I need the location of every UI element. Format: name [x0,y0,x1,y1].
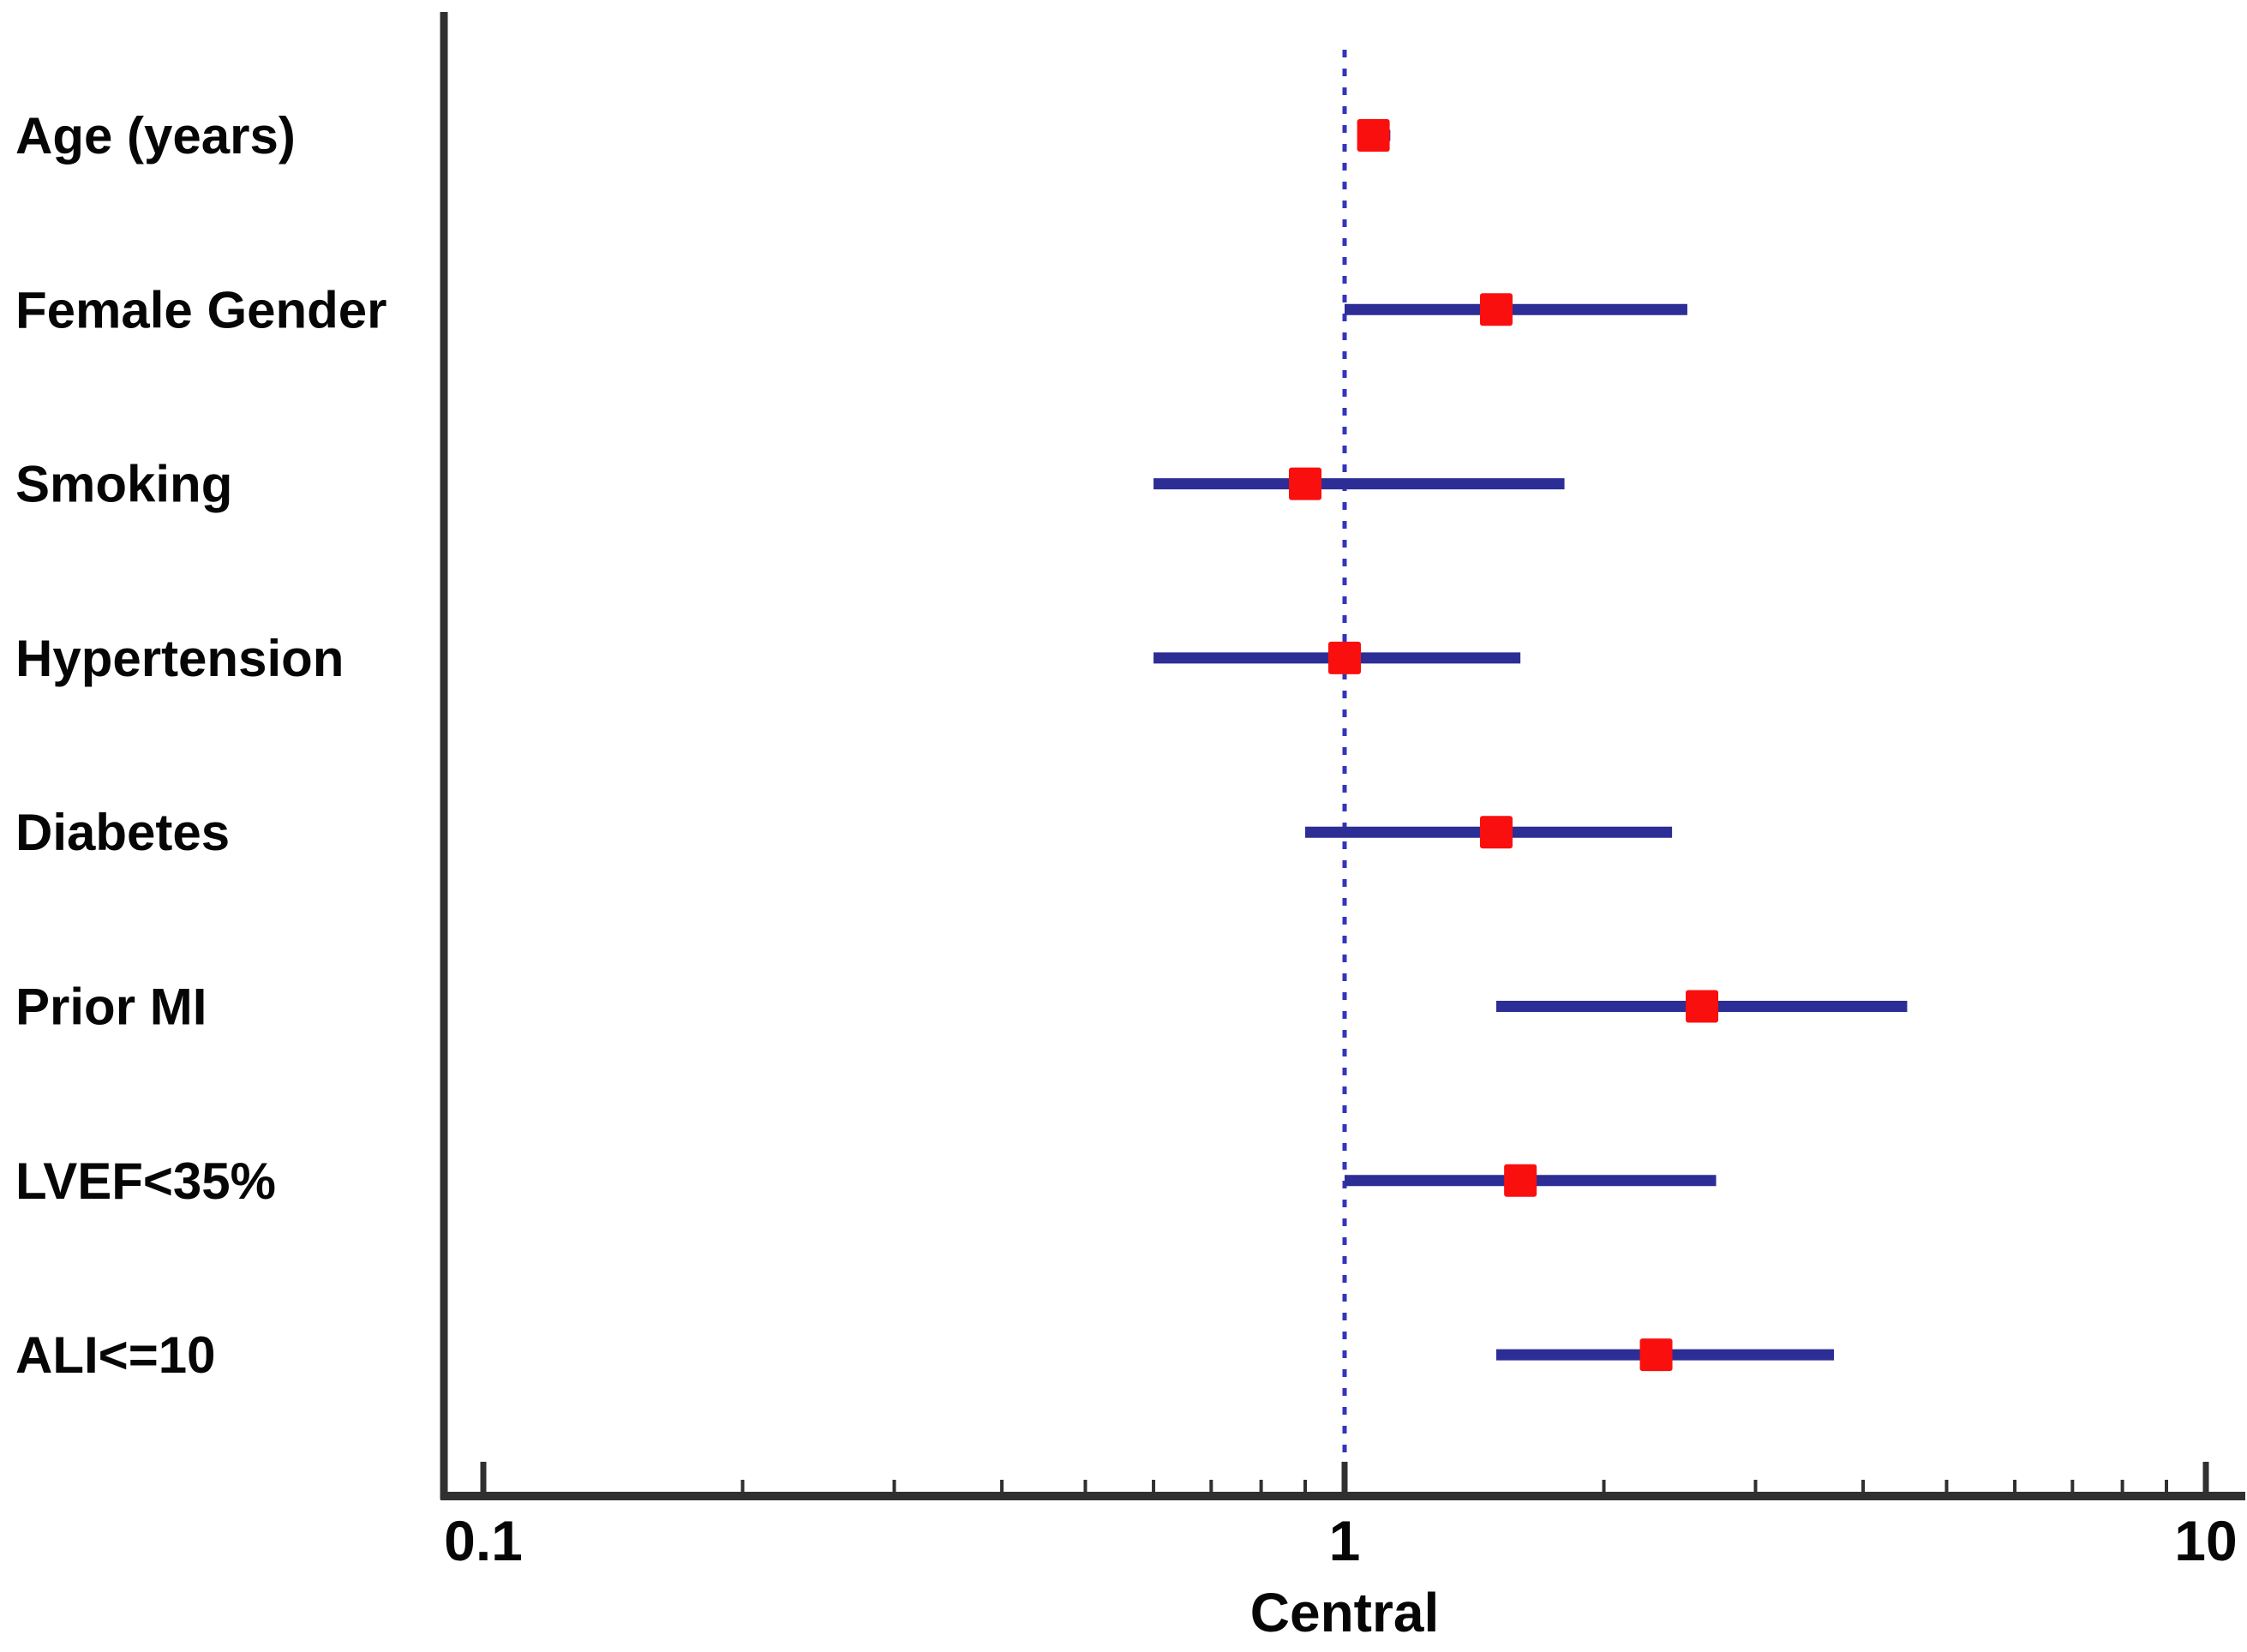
estimate-marker [1479,293,1513,326]
x-tick-label: 1 [1329,1509,1361,1572]
estimate-marker [1686,990,1719,1023]
row-label: ALI<=10 [15,1326,215,1384]
x-axis-title: Central [1250,1582,1440,1643]
estimate-marker [1639,1338,1673,1372]
x-tick-label: 10 [2174,1509,2237,1572]
row-label: Hypertension [15,630,344,687]
row-label: Age (years) [15,107,296,165]
estimate-marker [1289,467,1322,500]
estimate-marker [1504,1164,1537,1197]
row-label: Female Gender [15,281,387,338]
row-label: LVEF<35% [15,1152,276,1210]
row-label: Diabetes [15,804,230,861]
estimate-marker [1479,816,1513,849]
estimate-marker [1357,119,1390,152]
row-label: Smoking [15,456,232,513]
row-label: Prior MI [15,979,207,1036]
estimate-marker [1328,641,1361,674]
x-tick-label: 0.1 [444,1509,523,1572]
